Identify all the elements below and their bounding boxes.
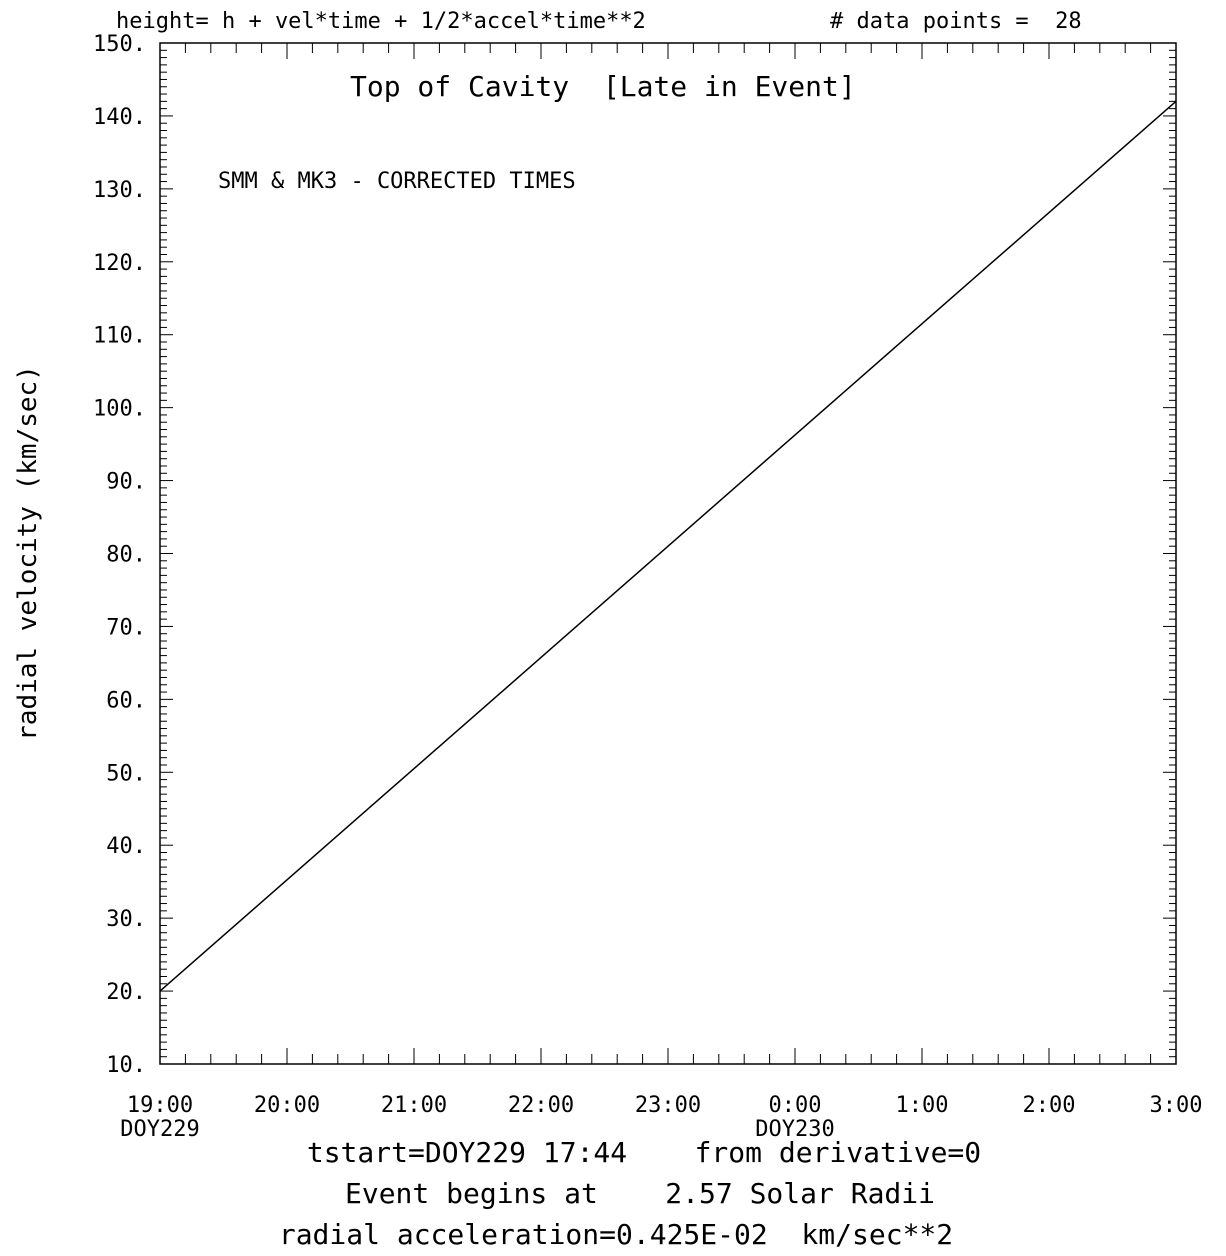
y-tick-label: 20. [106,980,146,1005]
velocity-line [159,100,1177,992]
chart-title: Top of Cavity [Late in Event] [350,70,856,103]
x-tick-label: 3:00 [1150,1093,1203,1118]
footer-acceleration: radial acceleration=0.425E-02 km/sec**2 [279,1218,953,1251]
y-tick-label: 100. [93,397,146,422]
y-tick-label: 30. [106,907,146,932]
y-tick-label: 130. [93,178,146,203]
x-tick-label: 20:00 [254,1093,320,1118]
y-tick-label: 40. [106,834,146,859]
formula-header: height= h + vel*time + 1/2*accel*time**2 [116,9,646,34]
x-tick-sublabel: DOY229 [120,1117,199,1142]
y-tick-label: 110. [93,324,146,349]
x-tick-label: 19:00 [127,1093,193,1118]
footer-tstart: tstart=DOY229 17:44 from derivative=0 [307,1136,981,1169]
y-tick-label: 70. [106,615,146,640]
y-tick-label: 50. [106,761,146,786]
x-tick-sublabel: DOY230 [755,1117,834,1142]
data-points-header: # data points = 28 [830,9,1082,34]
chart-annotation: SMM & MK3 - CORRECTED TIMES [218,169,576,194]
x-tick-label: 21:00 [381,1093,447,1118]
x-tick-label: 2:00 [1023,1093,1076,1118]
x-tick-label: 23:00 [635,1093,701,1118]
y-tick-labels: 10. 20. 30. 40. 50. 60. 70. 80. 90. 100. 110. 120. 1… [93,32,146,1078]
y-tick-label: 90. [106,470,146,495]
x-tick-label: 1:00 [896,1093,949,1118]
y-tick-label: 150. [93,32,146,57]
y-tick-label: 120. [93,251,146,276]
x-tick-label: 22:00 [508,1093,574,1118]
y-tick-label: 140. [93,105,146,130]
plot-frame [159,42,1177,1065]
tick-marks [159,42,1177,1065]
y-tick-label: 80. [106,543,146,568]
footer-event-begins: Event begins at 2.57 Solar Radii [345,1177,935,1210]
series-group [159,100,1177,992]
y-axis-label: radial velocity (km/sec) [13,365,43,741]
y-tick-label: 60. [106,688,146,713]
x-tick-label: 0:00 [769,1093,822,1118]
y-tick-label: 10. [106,1053,146,1078]
